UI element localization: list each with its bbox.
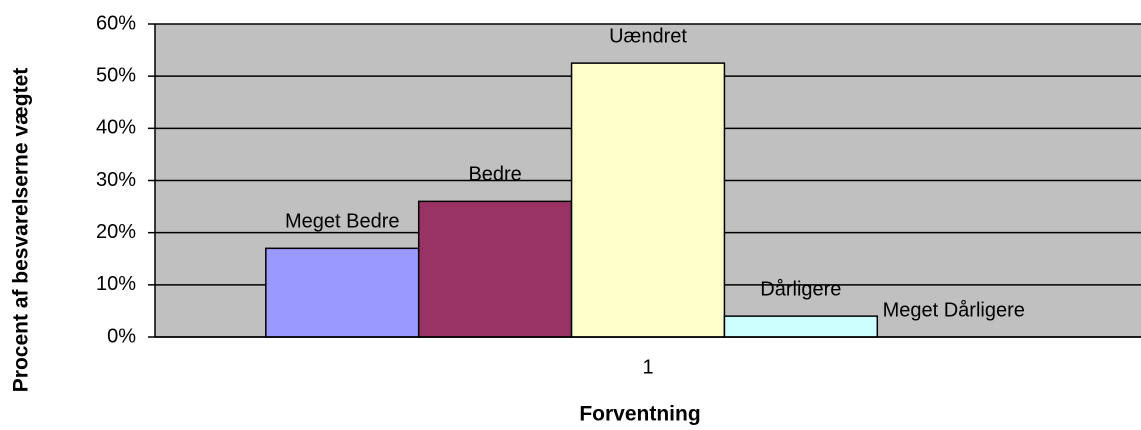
y-tick-label: 20% bbox=[96, 221, 136, 243]
data-label: Dårligere bbox=[760, 278, 841, 300]
data-label: Meget Dårligere bbox=[883, 299, 1025, 321]
bar bbox=[265, 247, 420, 338]
bar bbox=[417, 200, 573, 338]
y-tick-label: 40% bbox=[96, 117, 136, 139]
bar bbox=[570, 62, 726, 338]
data-label: Uændret bbox=[609, 25, 687, 47]
y-tick-label: 50% bbox=[96, 64, 136, 86]
y-tick-label: 60% bbox=[96, 12, 136, 34]
bar bbox=[723, 315, 879, 338]
data-label: Bedre bbox=[468, 164, 521, 186]
x-tick-label: 1 bbox=[642, 356, 653, 378]
data-label: Meget Bedre bbox=[285, 211, 400, 233]
y-tick-label: 30% bbox=[96, 169, 136, 191]
x-axis-title: Forventning bbox=[579, 403, 700, 426]
y-tick-label: 10% bbox=[96, 273, 136, 295]
y-tick-label: 0% bbox=[107, 325, 136, 347]
y-axis-title: Procent af besvarelserne vægtet bbox=[10, 68, 33, 392]
